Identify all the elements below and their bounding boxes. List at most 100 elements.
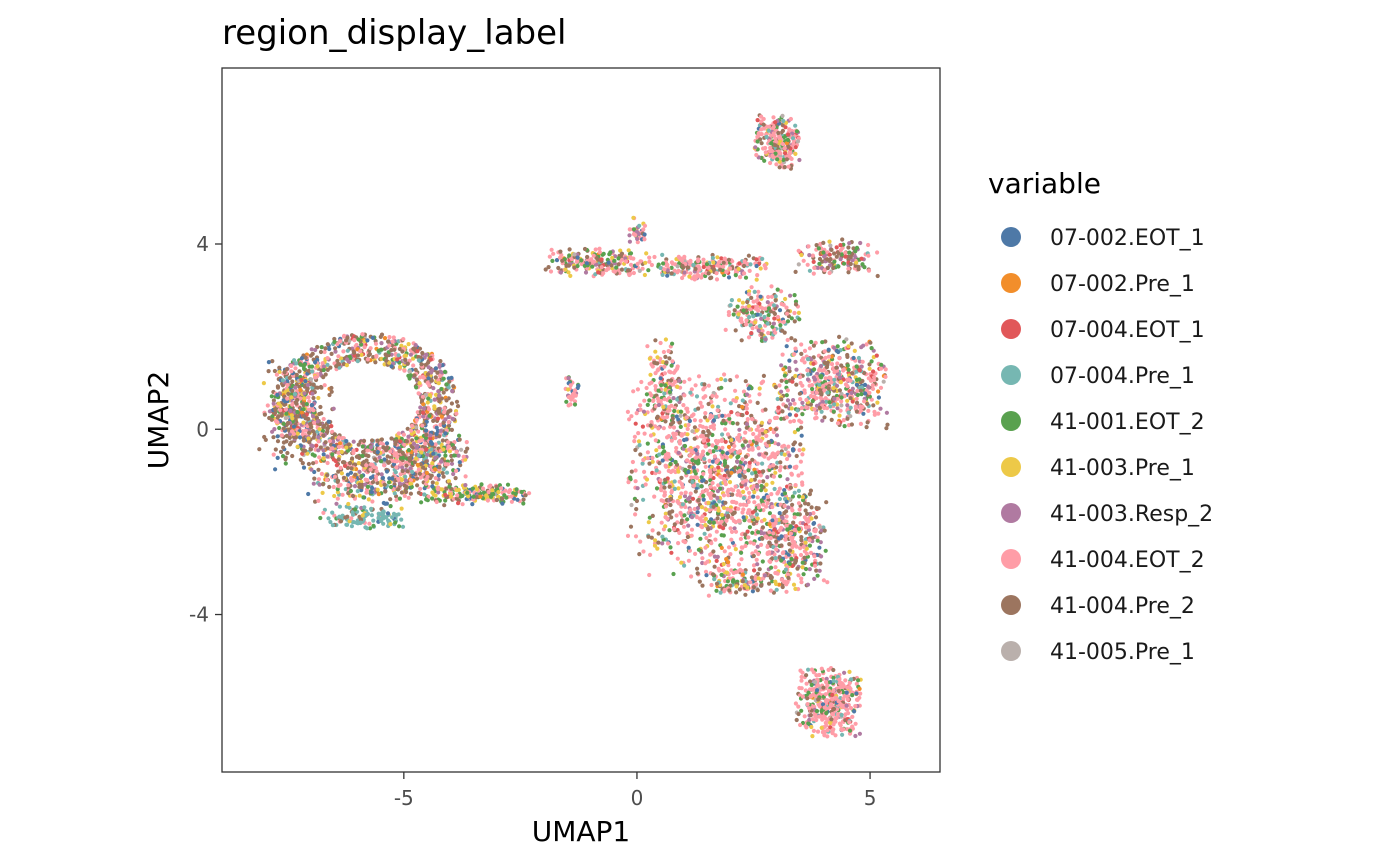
scatter-point [807,383,812,388]
scatter-point [418,486,423,491]
scatter-point [720,413,725,418]
scatter-point [643,260,648,265]
scatter-point [745,529,750,534]
scatter-point [798,397,803,402]
scatter-point [807,543,813,548]
scatter-point [463,483,468,488]
scatter-point [798,442,803,447]
scatter-point [823,396,828,401]
scatter-point [741,502,746,507]
scatter-point [867,362,872,367]
scatter-point [379,347,384,352]
scatter-point [767,530,772,535]
scatter-point [305,451,310,456]
scatter-point [824,676,829,682]
scatter-point [714,394,719,399]
scatter-point [860,262,865,267]
scatter-point [650,470,655,475]
scatter-point [696,547,702,552]
scatter-point [399,490,404,495]
scatter-point [321,367,326,373]
scatter-point [831,265,836,271]
scatter-point [718,474,723,479]
scatter-point [645,344,650,349]
scatter-point [630,459,636,465]
scatter-point [314,443,319,448]
scatter-point [688,258,693,263]
scatter-point [806,519,811,524]
scatter-point [439,386,444,392]
scatter-point [854,400,860,405]
scatter-point [850,371,855,376]
scatter-point [635,387,641,392]
scatter-point [740,398,745,403]
scatter-point [682,379,687,384]
scatter-point [843,678,848,683]
scatter-point [348,470,354,475]
scatter-point [796,427,801,432]
scatter-point [743,543,748,549]
scatter-point [754,427,759,432]
scatter-point [548,269,554,274]
scatter-point [775,396,780,402]
scatter-point [399,517,404,522]
scatter-point [345,357,350,362]
scatter-point [779,378,784,383]
scatter-point [396,431,401,436]
scatter-point [821,578,827,583]
scatter-point [650,513,655,519]
scatter-point [388,504,393,509]
scatter-point [415,349,420,354]
scatter-point [374,477,379,482]
scatter-point [794,524,799,529]
scatter-point [321,452,326,457]
scatter-point [349,524,354,529]
scatter-point [851,355,856,361]
scatter-point [720,445,725,450]
scatter-point [463,449,468,454]
scatter-point [747,525,753,530]
scatter-point [732,308,737,313]
scatter-point [328,519,333,525]
scatter-point [700,514,705,519]
scatter-point [766,294,771,300]
scatter-point [879,362,884,367]
scatter-point [648,423,653,428]
scatter-point [756,530,761,535]
scatter-point [834,348,839,353]
scatter-point [742,259,747,264]
scatter-point [712,486,717,491]
scatter-point [733,328,738,333]
scatter-point [798,722,803,728]
scatter-point [740,413,745,418]
scatter-point [850,714,855,720]
scatter-point [771,321,777,326]
scatter-point [793,338,798,343]
scatter-point [377,455,382,460]
scatter-point [429,447,434,452]
scatter-point [781,367,786,372]
scatter-point [793,483,798,488]
scatter-point [751,299,756,304]
scatter-point [861,411,866,416]
scatter-point [394,497,399,502]
scatter-point [765,475,770,480]
scatter-point [845,398,850,403]
scatter-point [682,443,688,449]
scatter-point [582,246,588,252]
scatter-point [757,567,762,572]
scatter-point [790,502,795,507]
scatter-point [619,267,625,272]
scatter-point [804,546,809,551]
scatter-point [323,372,328,377]
scatter-point [758,438,764,443]
scatter-point [747,490,752,495]
scatter-point [809,682,814,688]
scatter-point [608,250,613,255]
scatter-point [829,417,834,422]
scatter-point [367,521,372,526]
scatter-point [629,502,634,508]
scatter-point [317,482,322,487]
scatter-point [677,479,682,484]
scatter-point [708,276,713,281]
